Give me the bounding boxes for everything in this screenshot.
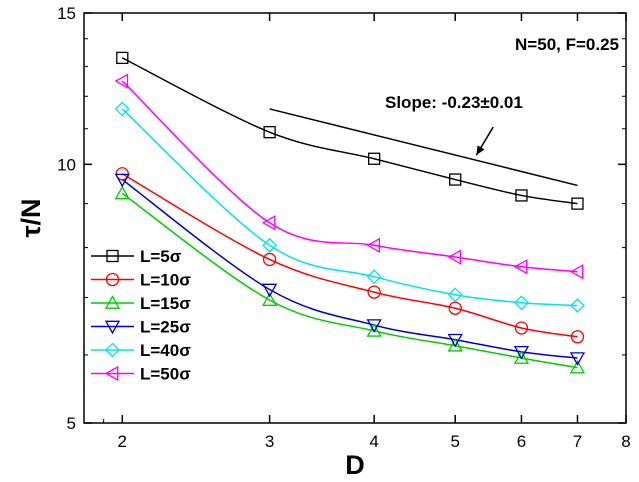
legend-label: L=5σ (140, 247, 182, 266)
legend-label: L=25σ (140, 318, 191, 337)
data-point-2 (569, 359, 586, 374)
data-point-3 (366, 319, 382, 333)
data-point-3 (262, 283, 278, 298)
data-point-0 (263, 126, 276, 139)
legend-label: L=10σ (140, 271, 191, 290)
data-point-2 (114, 185, 130, 200)
legend-marker (105, 272, 120, 287)
legend: L=5σ L=10σ L=15σ L=25σ L=40σ L=50σ (91, 247, 191, 384)
data-point-1 (367, 285, 381, 299)
data-point-4 (514, 295, 529, 311)
data-point-4 (366, 269, 382, 285)
series-markers (114, 51, 586, 374)
y-tick-label: 10 (57, 155, 76, 174)
data-point-3 (114, 173, 130, 188)
data-point-1 (570, 330, 585, 344)
data-point-0 (116, 51, 129, 65)
slope-arrow-head (476, 145, 485, 156)
x-tick-label: 7 (573, 432, 582, 451)
slope-annotation: Slope: -0.23±0.01 (385, 93, 523, 112)
data-point-5 (513, 259, 528, 275)
data-point-1 (448, 301, 462, 315)
data-point-2 (262, 292, 278, 306)
data-point-3 (447, 333, 463, 348)
data-point-0 (515, 189, 528, 202)
params-annotation: N=50, F=0.25 (515, 35, 619, 54)
data-point-5 (261, 215, 276, 231)
axis-ticks (84, 12, 627, 424)
legend-marker (104, 295, 121, 309)
data-point-4 (447, 287, 463, 303)
x-tick-label: 6 (517, 432, 526, 451)
data-point-0 (367, 152, 381, 165)
legend-label: L=50σ (140, 365, 191, 384)
data-point-4 (114, 101, 130, 117)
plot-frame (83, 12, 627, 424)
x-tick-label: 4 (369, 432, 378, 451)
data-point-1 (514, 321, 529, 335)
legend-marker (104, 365, 119, 382)
data-point-5 (366, 237, 380, 253)
data-point-5 (447, 249, 462, 265)
data-point-3 (513, 346, 530, 360)
data-point-3 (569, 352, 586, 366)
data-point-5 (114, 73, 129, 89)
y-axis-title: τ/N (16, 198, 46, 237)
series-line-0 (121, 57, 578, 205)
slope-reference (269, 108, 578, 187)
data-point-2 (366, 323, 382, 337)
data-point-0 (449, 173, 462, 186)
data-point-4 (262, 237, 278, 253)
slope-reference-line (269, 108, 578, 187)
legend-marker (105, 342, 120, 358)
x-tick-label: 8 (621, 432, 630, 451)
legend-marker (106, 249, 119, 263)
y-tick-label: 5 (67, 414, 76, 433)
x-tick-label: 5 (450, 432, 459, 451)
data-point-2 (513, 350, 530, 364)
legend-marker (104, 320, 121, 335)
data-point-4 (570, 298, 585, 313)
data-point-1 (262, 252, 277, 267)
axis-tick-labels: 2 3 4 5 6 7 8 5 10 15 (57, 4, 631, 451)
x-tick-label: 2 (118, 432, 127, 451)
data-point-5 (569, 264, 584, 280)
legend-label: L=15σ (140, 294, 191, 313)
x-tick-label: 3 (265, 432, 274, 451)
series-line-1 (121, 173, 578, 338)
legend-label: L=40σ (140, 341, 191, 360)
x-axis-title: D (345, 450, 365, 480)
y-tick-label: 15 (57, 4, 76, 23)
data-point-0 (571, 197, 584, 210)
data-point-2 (447, 337, 463, 352)
